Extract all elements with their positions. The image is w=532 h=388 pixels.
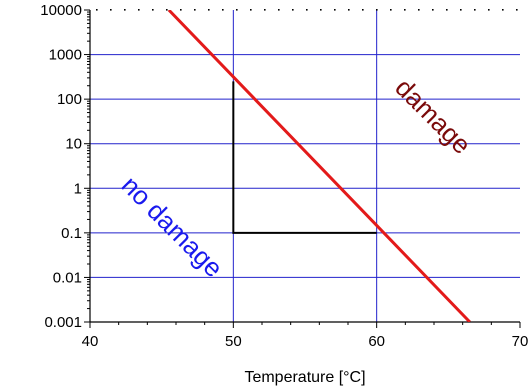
top-dot bbox=[138, 9, 140, 11]
tick-labels: 0.001 0.01 0.1 1 10 100 1000 10000 40 50 60 70 bbox=[40, 2, 528, 350]
region-annotation: damage bbox=[389, 72, 477, 160]
top-dot bbox=[376, 9, 378, 11]
x-tick-label: 60 bbox=[368, 333, 385, 350]
top-dot bbox=[334, 9, 336, 11]
top-dot bbox=[236, 9, 238, 11]
x-tick-label: 40 bbox=[82, 333, 99, 350]
axes bbox=[84, 9, 521, 328]
y-tick-label: 0.01 bbox=[53, 269, 82, 286]
top-dot bbox=[362, 9, 364, 11]
grid bbox=[90, 10, 520, 322]
top-dot bbox=[348, 9, 350, 11]
top-dot bbox=[474, 9, 476, 11]
top-dot bbox=[460, 9, 462, 11]
y-tick-label: 1000 bbox=[49, 47, 82, 64]
top-dot bbox=[250, 9, 252, 11]
dotted-top-border bbox=[96, 9, 518, 11]
y-tick-label: 0.1 bbox=[61, 225, 82, 242]
top-dot bbox=[432, 9, 434, 11]
top-dot bbox=[124, 9, 126, 11]
top-dot bbox=[390, 9, 392, 11]
top-dot bbox=[96, 9, 98, 11]
annotations: damage no damage bbox=[116, 72, 477, 283]
y-tick-label: 1 bbox=[74, 180, 82, 197]
top-dot bbox=[194, 9, 196, 11]
top-dot bbox=[404, 9, 406, 11]
region-annotation: no damage bbox=[116, 170, 229, 283]
y-tick-label: 0.001 bbox=[44, 314, 82, 331]
top-dot bbox=[446, 9, 448, 11]
top-dot bbox=[502, 9, 504, 11]
x-tick-label: 70 bbox=[512, 333, 529, 350]
damage-threshold-line bbox=[167, 10, 471, 322]
top-dot bbox=[292, 9, 294, 11]
x-tick-label: 50 bbox=[225, 333, 242, 350]
top-dot bbox=[320, 9, 322, 11]
top-dot bbox=[110, 9, 112, 11]
y-tick-label: 10000 bbox=[40, 2, 82, 19]
x-axis-label: Temperature [°C] bbox=[244, 369, 365, 386]
y-tick-label: 100 bbox=[57, 91, 82, 108]
y-tick-label: 10 bbox=[65, 136, 82, 153]
top-dot bbox=[418, 9, 420, 11]
top-dot bbox=[166, 9, 168, 11]
top-dot bbox=[278, 9, 280, 11]
top-dot bbox=[208, 9, 210, 11]
top-dot bbox=[180, 9, 182, 11]
top-dot bbox=[306, 9, 308, 11]
series bbox=[167, 10, 471, 322]
top-dot bbox=[152, 9, 154, 11]
top-dot bbox=[488, 9, 490, 11]
reference-line bbox=[232, 81, 377, 234]
top-dot bbox=[222, 9, 224, 11]
top-dot bbox=[516, 9, 518, 11]
top-dot bbox=[264, 9, 266, 11]
